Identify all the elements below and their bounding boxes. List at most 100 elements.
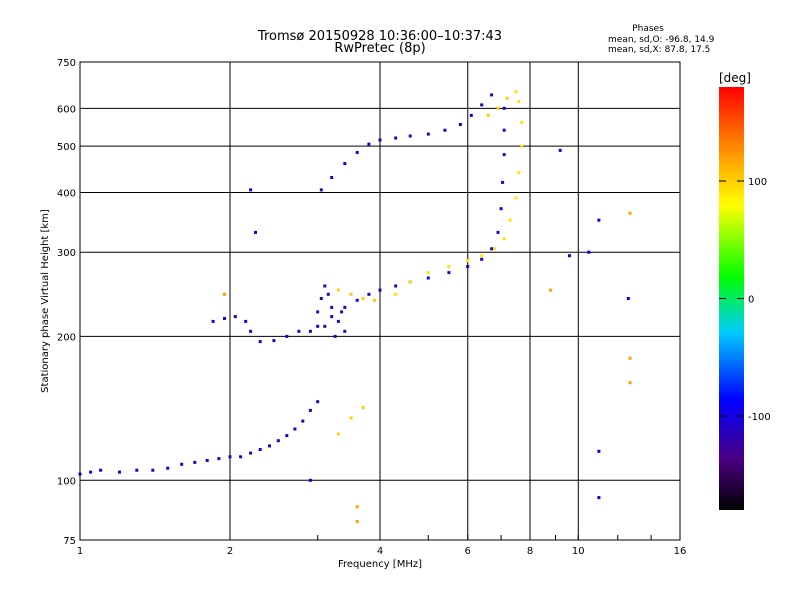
echo-point-s4-p0 xyxy=(394,292,398,296)
echo-point-s2-p9 xyxy=(443,128,447,132)
y-tick-label-2: 200 xyxy=(57,332,76,343)
echo-point-s0-p13 xyxy=(249,451,253,455)
echo-point-s4-p5 xyxy=(480,254,484,258)
echo-point-s1-p25 xyxy=(501,180,505,184)
echo-point-s4-p10 xyxy=(517,171,521,175)
echo-point-s0-p9 xyxy=(205,459,209,462)
echo-point-s4-p6 xyxy=(493,247,497,251)
y-tick-label-4: 400 xyxy=(57,188,76,199)
colorbar-tick-label-2: -100 xyxy=(748,412,771,423)
x-tick-label-5: 10 xyxy=(572,546,585,557)
info-heading: Phases xyxy=(632,24,664,34)
echo-point-s2-p13 xyxy=(490,93,494,97)
x-tick-label-2: 4 xyxy=(377,546,383,557)
echo-point-s3-p7 xyxy=(323,324,327,328)
echo-point-s7-p5 xyxy=(628,381,632,385)
y-tick-label-6: 600 xyxy=(57,104,76,115)
data-points xyxy=(78,90,632,523)
y-tick-label-7: 750 xyxy=(57,58,76,69)
colorbar-tick-label-1: 0 xyxy=(748,295,754,306)
echo-point-s5-p6 xyxy=(373,298,376,302)
echo-point-s6-p7 xyxy=(626,297,630,300)
y-axis-label: Stationary phase Virtual Height [km] xyxy=(40,209,51,393)
echo-point-s0-p21 xyxy=(316,400,320,404)
echo-point-s0-p7 xyxy=(180,462,184,466)
y-tick-label-3: 300 xyxy=(57,248,76,259)
echo-point-s0-p8 xyxy=(193,460,197,464)
echo-point-s0-p19 xyxy=(301,419,305,423)
y-tick-label-5: 500 xyxy=(57,142,76,153)
echo-point-s0-p6 xyxy=(166,466,170,470)
echo-point-s1-p15 xyxy=(378,288,382,292)
echo-point-s1-p27 xyxy=(502,128,506,132)
echo-point-s3-p0 xyxy=(316,310,320,314)
echo-point-s1-p5 xyxy=(258,340,262,344)
echo-point-s2-p0 xyxy=(319,188,323,192)
echo-point-s6-p6 xyxy=(597,496,601,500)
echo-point-s5-p0 xyxy=(336,432,340,436)
echo-point-s2-p5 xyxy=(378,138,382,142)
echo-point-s5-p5 xyxy=(361,297,365,300)
echo-point-s5-p3 xyxy=(336,288,340,292)
echo-point-s1-p7 xyxy=(285,334,289,338)
echo-point-s1-p14 xyxy=(367,292,371,296)
echo-point-s1-p2 xyxy=(233,315,237,319)
echo-point-s5-p9 xyxy=(505,96,509,100)
echo-point-s1-p24 xyxy=(499,207,503,211)
echo-point-s1-p6 xyxy=(272,339,276,343)
echo-point-s2-p7 xyxy=(408,134,412,138)
echo-point-s4-p12 xyxy=(520,121,524,125)
echo-point-s2-p11 xyxy=(469,113,473,117)
info-line-x: mean, sd,X: 87.8, 17.5 xyxy=(608,45,710,55)
echo-point-s4-p3 xyxy=(447,265,451,268)
echo-point-s0-p3 xyxy=(118,470,121,474)
echo-point-s4-p13 xyxy=(517,100,521,103)
echo-point-s4-p14 xyxy=(514,90,518,94)
echo-point-s0-p12 xyxy=(239,455,243,459)
echo-point-s3-p1 xyxy=(319,297,323,300)
echo-point-s1-p11 xyxy=(330,315,334,319)
echo-point-s0-p15 xyxy=(268,444,271,448)
echo-point-s3-p5 xyxy=(336,319,340,323)
x-tick-label-0: 1 xyxy=(77,546,83,557)
y-tick-label-1: 100 xyxy=(57,476,76,487)
echo-point-s7-p4 xyxy=(628,356,632,360)
echo-point-s6-p2 xyxy=(308,478,312,482)
y-tick-label-0: 75 xyxy=(63,536,76,547)
echo-point-s2-p10 xyxy=(458,123,462,126)
echo-point-s3-p4 xyxy=(330,305,334,309)
echo-point-s1-p22 xyxy=(490,247,494,251)
echo-point-s5-p8 xyxy=(496,106,500,110)
x-tick-label-6: 16 xyxy=(674,546,687,557)
echo-point-s1-p4 xyxy=(249,329,253,333)
echo-point-s0-p17 xyxy=(285,434,289,438)
echo-point-s2-p4 xyxy=(367,142,371,146)
echo-point-s1-p26 xyxy=(502,153,506,157)
colorbar-ticks: 100 0 -100 xyxy=(719,177,771,423)
echo-point-s7-p6 xyxy=(628,211,632,215)
echo-point-s1-p13 xyxy=(355,298,359,302)
echo-point-s4-p2 xyxy=(426,271,430,275)
echo-point-s6-p3 xyxy=(558,148,562,152)
echo-point-s5-p1 xyxy=(349,416,353,420)
echo-point-s0-p16 xyxy=(276,439,280,443)
x-tick-label-4: 8 xyxy=(527,546,533,557)
echo-point-s1-p19 xyxy=(447,271,451,275)
echo-point-s0-p4 xyxy=(135,468,139,472)
x-tick-label-1: 2 xyxy=(227,546,233,557)
echo-point-s1-p3 xyxy=(244,319,248,323)
colorbar-unit: [deg] xyxy=(719,71,751,85)
echo-point-s4-p8 xyxy=(508,218,512,222)
echo-point-s1-p8 xyxy=(297,329,301,333)
echo-point-s4-p4 xyxy=(466,259,470,263)
echo-point-s6-p5 xyxy=(597,449,601,453)
echo-point-s5-p2 xyxy=(361,406,365,409)
echo-point-s4-p9 xyxy=(514,196,518,200)
echo-point-s3-p9 xyxy=(340,310,344,314)
echo-point-s1-p0 xyxy=(211,319,215,323)
echo-point-s1-p28 xyxy=(502,106,506,110)
echo-point-s0-p5 xyxy=(151,468,155,472)
x-axis-ticks: 1 2 4 6 8 10 16 xyxy=(77,535,687,557)
echo-point-s0-p2 xyxy=(99,468,103,472)
